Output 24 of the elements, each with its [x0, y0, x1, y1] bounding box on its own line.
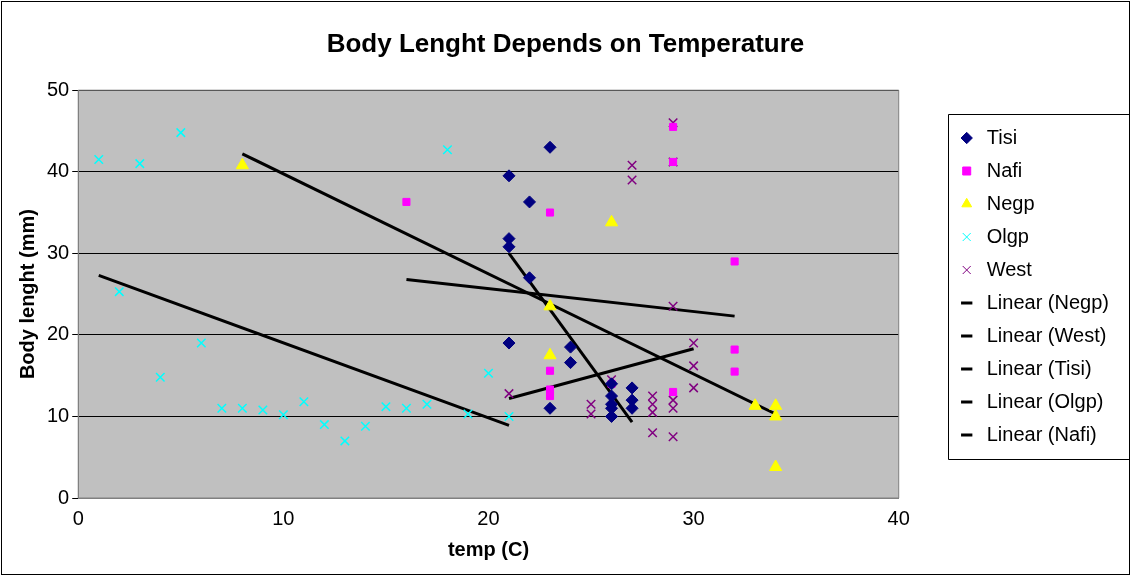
- legend-label: West: [986, 257, 1033, 280]
- x-tick-label: 30: [682, 506, 705, 529]
- y-tick-label: 30: [47, 240, 70, 263]
- y-axis-title: Body lenght (mm): [15, 209, 38, 380]
- y-tick-label: 50: [47, 77, 70, 100]
- legend-label: Olgp: [986, 224, 1029, 247]
- legend-label: Linear (West): [986, 323, 1107, 346]
- x-tick-label: 40: [887, 506, 910, 529]
- x-tick-label: 20: [477, 506, 500, 529]
- y-tick-label: 0: [58, 485, 70, 508]
- x-axis-title: temp (C): [447, 537, 530, 560]
- legend-label: Tisi: [986, 125, 1018, 148]
- legend-label: Linear (Nafi): [986, 422, 1097, 445]
- legend-label: Linear (Olgp): [986, 389, 1104, 412]
- y-tick-label: 20: [47, 322, 70, 345]
- y-tick-label: 10: [47, 403, 70, 426]
- legend-label: Linear (Negp): [986, 290, 1110, 313]
- x-tick-label: 0: [72, 506, 84, 529]
- legend-label: Linear (Tisi): [986, 356, 1092, 379]
- chart-title: Body Lenght Depends on Temperature: [326, 27, 805, 58]
- legend-label: Negp: [986, 191, 1035, 214]
- legend-label: Nafi: [986, 158, 1023, 181]
- x-tick-label: 10: [272, 506, 295, 529]
- y-tick-label: 40: [47, 159, 70, 182]
